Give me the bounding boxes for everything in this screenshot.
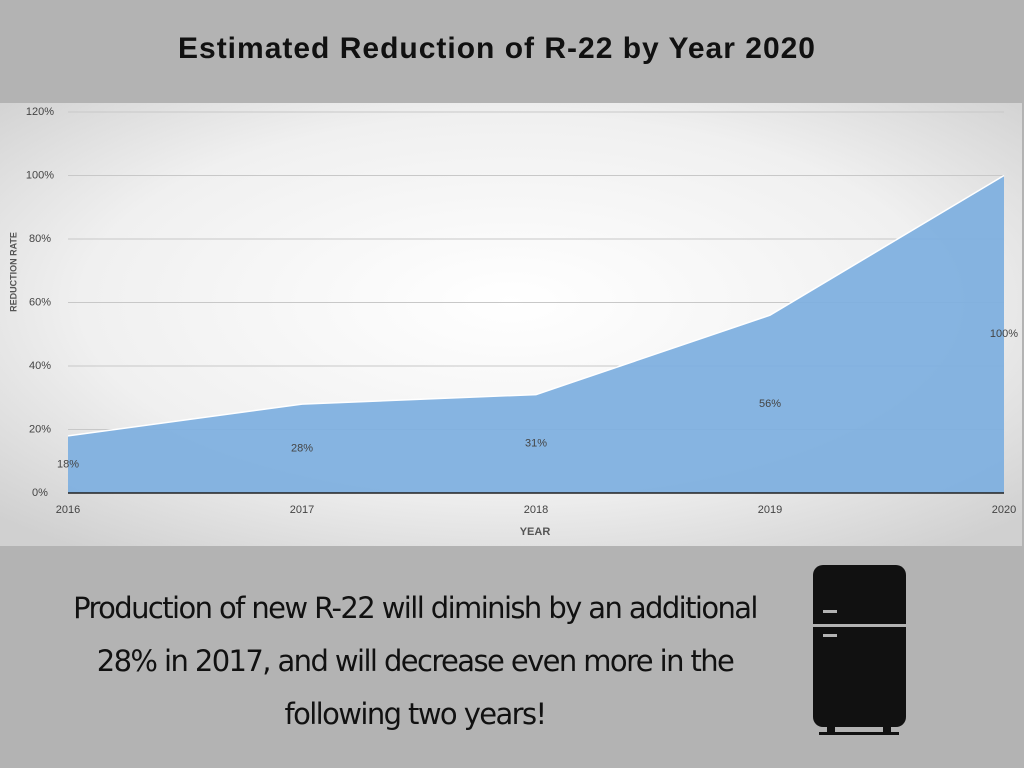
y-tick-label: 60% — [29, 296, 51, 308]
x-tick-label: 2019 — [758, 504, 782, 516]
y-tick-label: 80% — [29, 233, 51, 245]
y-tick-label: 120% — [26, 106, 54, 118]
y-tick-label: 0% — [32, 487, 48, 499]
y-tick-label: 40% — [29, 360, 51, 372]
x-tick-label: 2017 — [290, 504, 314, 516]
chart: Estimated Reduction of R-22 by Year 2020… — [0, 32, 1022, 546]
x-axis-label: YEAR — [520, 526, 551, 538]
data-label: 100% — [990, 328, 1018, 340]
fridge-icon — [813, 565, 906, 735]
y-tick-label: 20% — [29, 423, 51, 435]
data-label: 18% — [57, 458, 79, 470]
data-label: 56% — [759, 398, 781, 410]
caption: Production of new R-22 will diminish by … — [73, 591, 758, 731]
data-label: 28% — [291, 442, 313, 454]
y-tick-label: 100% — [26, 169, 54, 181]
area — [68, 175, 1004, 493]
x-tick-label: 2020 — [992, 504, 1016, 516]
y-axis-label: REDUCTION RATE — [8, 232, 18, 312]
area-edge — [67, 174, 1005, 437]
x-tick-label: 2018 — [524, 504, 548, 516]
chart-title: Estimated Reduction of R-22 by Year 2020 — [178, 32, 816, 65]
x-tick-label: 2016 — [56, 504, 80, 516]
data-label: 31% — [525, 438, 547, 450]
